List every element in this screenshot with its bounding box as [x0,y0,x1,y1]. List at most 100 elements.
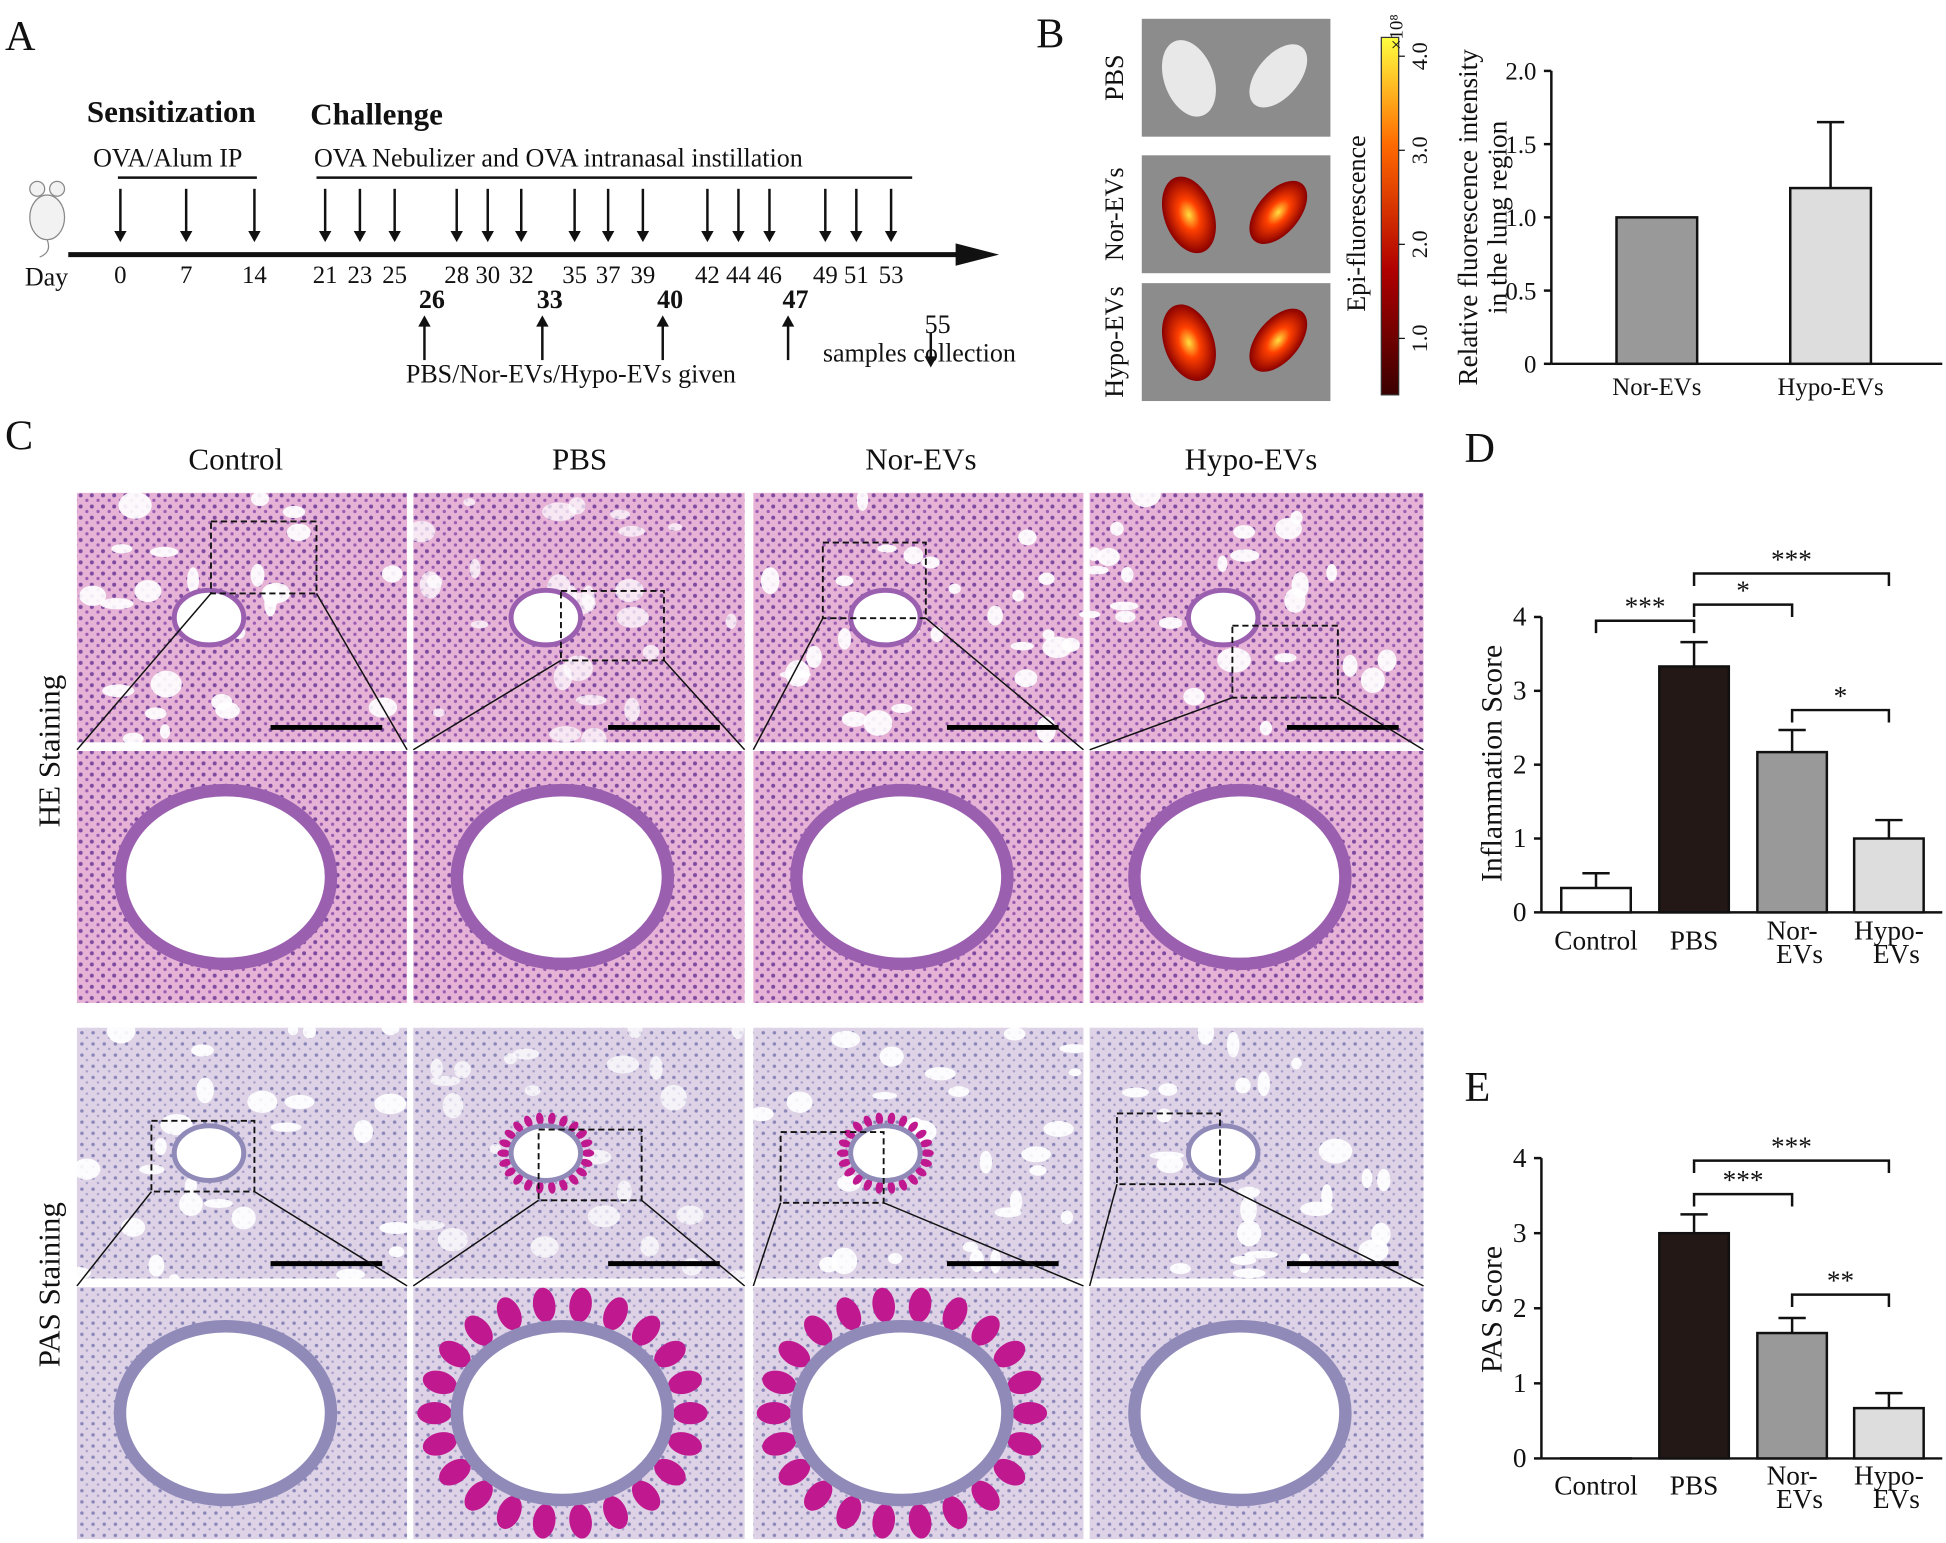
zoom-line [254,1190,408,1287]
histology-image [1089,1287,1424,1540]
alveolus [1183,687,1205,706]
alveolus [640,1236,659,1257]
lumen [790,783,1014,971]
arrowhead [636,231,650,243]
goblet-cell [915,1129,927,1139]
y-axis-label: PAS Score [1476,1246,1509,1373]
panel-label: B [1036,10,1064,57]
arrowhead [781,315,795,327]
column-header: Hypo-EVs [1185,441,1318,476]
goblet-cell [575,1129,587,1139]
alveolus [1097,547,1120,566]
goblet-cell [875,1112,884,1125]
bar [1852,837,1925,914]
arrowhead [819,231,832,243]
error-bar [1875,1391,1903,1409]
alveolus [1197,1020,1215,1045]
route-text: OVA Nebulizer and OVA intranasal instill… [314,143,803,172]
alveolus [994,1207,1022,1218]
error-bar [1582,871,1610,888]
goblet-cell [536,1112,544,1125]
goblet-cell [898,1115,908,1128]
alveolus [642,645,660,660]
day-tick: 42 [695,262,720,289]
error-bar [1816,120,1845,189]
bar [1789,186,1873,366]
lumen [1185,1123,1261,1183]
bar [1560,886,1633,914]
alveolus [187,567,200,594]
lung-signal [1249,308,1308,372]
goblet-cell [603,1496,628,1529]
alveolus [681,1258,702,1276]
alveolus [1029,1165,1047,1176]
histology-image [76,491,408,751]
lumen [508,1123,584,1183]
error-bar [1680,1213,1708,1234]
lumen [171,1123,247,1183]
goblet-cell [464,1315,493,1346]
alveolus [524,1085,541,1096]
alveolus [1326,564,1337,582]
goblet-cell [417,1401,452,1425]
alveolus [1060,1210,1074,1225]
histology-image [1089,751,1424,1003]
goblet-cell [439,1340,471,1368]
panel-label: A [5,13,36,60]
goblet-cell [580,1139,593,1148]
alveolus [204,1198,233,1209]
day-tick: 14 [242,262,267,289]
alveolus [831,1247,858,1275]
alveolus [606,1055,640,1074]
alveolus [785,660,810,687]
day-tick: 49 [813,262,838,289]
alveolus [575,694,607,706]
goblet-cell [898,1178,908,1191]
alveolus [1169,1263,1191,1275]
lumen [508,587,584,648]
alveolus [286,523,311,541]
goblet-cell [872,1287,896,1323]
alveolus [624,697,640,722]
day-tick: 35 [562,262,587,289]
histology-image [410,1018,746,1287]
y-tick-label: 2.0 [1505,59,1536,86]
lumen [1128,1320,1352,1507]
y-tick-label: 3 [1513,676,1527,706]
goblet-cell [804,1315,833,1346]
significance-bracket [1692,572,1891,586]
goblet-cell [908,1121,918,1133]
day-tick: 37 [596,262,621,289]
bar [1658,1231,1731,1460]
zoom-box [779,1131,885,1204]
significance-label: *** [1771,1132,1812,1162]
goblet-cell [778,1458,811,1486]
zoom-box [821,541,927,620]
goblet-cell [524,1115,533,1128]
significance-label: *** [1625,592,1666,622]
arrowhead [656,315,669,327]
alveolus [1038,572,1055,585]
day-tick: 32 [509,262,534,289]
lung-signal [1161,40,1216,117]
end-event: samples collection [823,338,1016,367]
day-tick: 7 [180,262,192,289]
alveolus [1377,649,1397,672]
alveolus [1235,1077,1251,1094]
alveolus [150,670,182,698]
alveolus [1257,1071,1270,1097]
alveolus [121,1217,146,1237]
alveolus [374,1093,407,1115]
alveolus [615,579,644,603]
treatment-day: 40 [657,285,683,314]
y-tick-label: 4 [1513,602,1527,632]
significance-label: * [1736,576,1750,606]
alveolus [106,1018,136,1044]
goblet-cell [497,1149,510,1157]
alveolus [835,575,854,587]
alveolus [79,585,107,606]
arrowhead [601,231,615,243]
alveolus [353,1120,374,1144]
alveolus [379,1222,413,1235]
alveolus [251,491,269,507]
